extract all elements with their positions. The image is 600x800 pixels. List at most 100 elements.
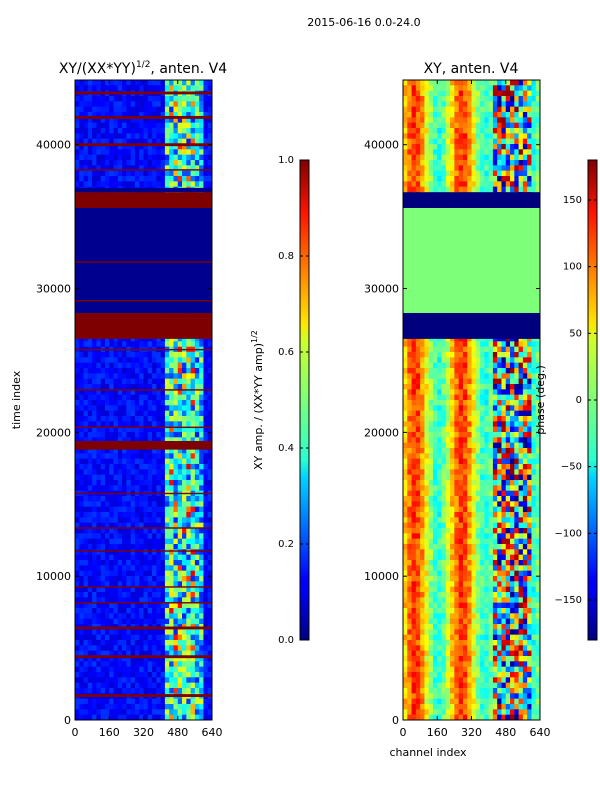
heatmap-cell [109,112,115,118]
heatmap-cell [156,154,162,161]
heatmap-cell [109,453,115,460]
heatmap-cell [130,458,136,465]
heatmap-cell [139,421,145,428]
heatmap-cell [100,352,106,358]
heatmap-cell [480,176,485,182]
heatmap-cell [79,608,85,614]
heatmap-cell [126,373,132,380]
heatmap-cell [96,464,102,470]
heatmap-cell [134,453,140,460]
heatmap-cell [156,112,162,118]
heatmap-cell [156,149,162,156]
heatmap-cell [139,597,145,604]
heatmap-cell [75,373,80,380]
heatmap-cell [156,437,162,444]
heatmap-cell [432,176,438,182]
heatmap-cell [134,677,140,684]
heatmap-cell [87,517,93,524]
heatmap-cell [207,336,212,342]
heatmap-cell [403,117,408,124]
heatmap-cell [100,544,106,550]
heatmap-cell [79,517,85,524]
heatmap-cell [130,698,136,705]
heatmap-cell [104,106,110,113]
heatmap-cell [182,144,187,150]
heatmap-cell [100,709,106,716]
heatmap-cell [194,592,200,598]
heatmap-cell [437,133,443,140]
heatmap-cell [518,176,524,182]
heatmap-cell [75,485,80,492]
heatmap-cell [113,416,119,422]
heatmap-cell [403,112,408,118]
heatmap-cell [190,122,196,129]
heatmap-cell [143,426,149,433]
heatmap-cell [104,154,110,161]
heatmap-cell [462,144,468,150]
heatmap-cell [130,512,136,518]
heatmap-cell [203,485,209,492]
heatmap-cell [518,138,524,145]
heatmap-cell [462,96,468,102]
heatmap-cell [480,138,485,145]
heatmap-cell [126,149,132,156]
heatmap-cell [96,661,102,668]
heatmap-cell [458,144,464,150]
heatmap-cell [87,416,93,422]
heatmap-cell [407,181,413,188]
heatmap-cell [147,122,153,129]
heatmap-cell [160,592,166,598]
heatmap-cell [190,464,196,470]
heatmap-cell [182,341,187,348]
heatmap-cell [104,336,110,342]
heatmap-cell [147,352,153,358]
heatmap-cell [203,544,209,550]
heatmap-cell [83,373,89,380]
heatmap-cell [134,549,140,556]
heatmap-cell [75,592,80,598]
heatmap-cell [126,597,132,604]
heatmap-cell [87,368,93,374]
heatmap-cell [134,368,140,374]
heatmap-cell [190,602,196,609]
heatmap-cell [92,469,98,476]
heatmap-cell [501,149,507,156]
heatmap-cell [143,149,149,156]
heatmap-cell [130,576,136,582]
heatmap-cell [96,528,102,534]
heatmap-cell [475,170,481,177]
heatmap-cell [75,170,80,177]
heatmap-cell [160,341,166,348]
heatmap-cell [79,357,85,364]
heatmap-cell [203,528,209,534]
heatmap-cell [207,426,212,433]
heatmap-cell [510,122,515,129]
heatmap-cell [207,448,212,454]
heatmap-cell [173,629,179,636]
heatmap-cell [130,549,136,556]
heatmap-cell [177,506,183,513]
heatmap-cell [92,581,98,588]
heatmap-cell [186,645,192,652]
heatmap-cell [152,362,157,369]
heatmap-cell [117,581,123,588]
heatmap-cell [182,602,187,609]
heatmap-cell [147,410,153,417]
heatmap-cell [454,96,460,102]
heatmap-cell [75,448,80,454]
heatmap-cell [471,154,477,161]
heatmap-cell [92,368,98,374]
heatmap-cell [96,522,102,529]
heatmap-cell [104,629,110,636]
flagged-row [75,143,212,147]
heatmap-cell [143,533,149,540]
heatmap-cell [467,181,473,188]
heatmap-cell [79,618,85,625]
heatmap-cell [92,640,98,646]
heatmap-cell [194,570,200,577]
heatmap-cell [152,581,157,588]
heatmap-cell [130,138,136,145]
heatmap-cell [173,405,179,412]
heatmap-cell [480,165,485,172]
heatmap-cell [194,522,200,529]
